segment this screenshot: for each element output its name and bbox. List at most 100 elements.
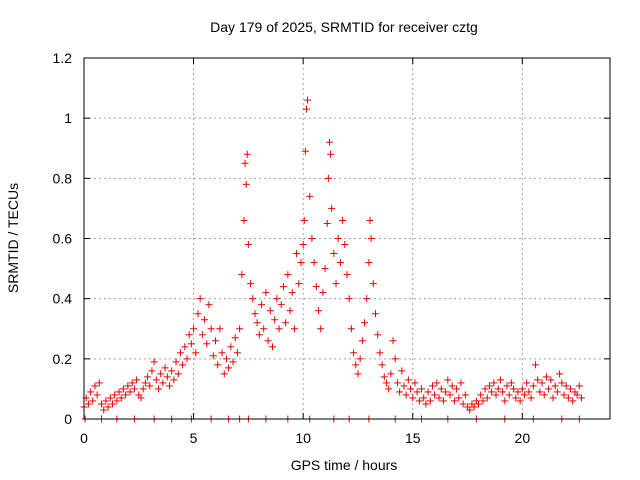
data-point [558, 379, 566, 387]
data-point [531, 361, 539, 369]
data-point [521, 391, 529, 399]
data-point [183, 355, 191, 363]
data-point [207, 325, 215, 333]
data-point [505, 391, 513, 399]
data-point [216, 325, 224, 333]
data-point [442, 388, 450, 396]
data-point [262, 289, 270, 297]
data-point [91, 382, 99, 390]
data-point [168, 367, 176, 375]
data-point [222, 355, 230, 363]
x-tick-label: 5 [190, 430, 198, 446]
data-point [428, 382, 436, 390]
data-point [209, 352, 217, 360]
data-point [227, 343, 235, 351]
axis-ticks: 0 5 10 15 20 0 0.2 0.4 0.6 0.8 1 1.2 [53, 50, 610, 446]
data-point [485, 382, 493, 390]
data-point [253, 319, 261, 327]
data-point [194, 310, 202, 318]
data-point [214, 361, 222, 369]
data-point [161, 364, 169, 372]
data-point [293, 250, 301, 258]
data-point [490, 379, 498, 387]
data-point [150, 358, 158, 366]
data-point [170, 376, 178, 384]
y-tick-label: 0.8 [53, 170, 73, 186]
data-point [529, 382, 537, 390]
data-point [201, 316, 209, 324]
data-point [163, 373, 171, 381]
data-point [108, 400, 116, 408]
data-point [534, 376, 542, 384]
data-point [347, 325, 355, 333]
data-point [275, 325, 283, 333]
data-point [549, 394, 557, 402]
data-point [89, 397, 97, 405]
data-point [104, 403, 112, 411]
data-point [527, 394, 535, 402]
data-point [244, 241, 252, 249]
data-point [277, 301, 285, 309]
data-point [461, 391, 469, 399]
data-point [404, 376, 412, 384]
data-point [382, 379, 390, 387]
data-point [128, 379, 136, 387]
data-point [192, 349, 200, 357]
data-point [87, 388, 95, 396]
data-point [343, 271, 351, 279]
y-axis-label: SRMTID / TECUs [5, 183, 21, 293]
data-point [141, 379, 149, 387]
data-point [475, 400, 482, 408]
data-point [334, 235, 342, 242]
data-point [380, 373, 388, 381]
data-point [393, 379, 401, 387]
data-point [115, 388, 123, 396]
data-point [569, 397, 577, 405]
data-point [130, 385, 138, 393]
grid-lines [84, 58, 610, 419]
data-point [389, 337, 397, 345]
data-point [98, 400, 106, 408]
data-point [187, 340, 195, 348]
data-point [371, 310, 379, 318]
x-tick-label: 10 [295, 430, 311, 446]
data-point [301, 147, 309, 155]
data-point [426, 397, 434, 405]
data-point [174, 370, 182, 378]
data-point [409, 394, 417, 402]
data-point [126, 388, 134, 396]
y-tick-label: 0 [64, 411, 72, 427]
data-point [573, 391, 581, 399]
data-point [264, 337, 272, 345]
data-point [407, 385, 415, 393]
data-point [284, 271, 292, 279]
data-point [352, 361, 360, 369]
data-point [556, 370, 564, 378]
data-point [512, 394, 520, 402]
data-point [137, 394, 145, 402]
data-point [181, 343, 189, 351]
data-point [155, 385, 163, 393]
data-point [317, 325, 325, 333]
data-point [466, 406, 474, 414]
data-point [503, 382, 511, 390]
data-point [422, 400, 430, 408]
data-point [233, 349, 241, 357]
data-point [236, 325, 244, 333]
data-point [299, 241, 307, 249]
data-point [251, 310, 259, 318]
data-point [479, 397, 487, 405]
data-point [459, 400, 467, 408]
data-point [247, 280, 255, 288]
data-point [507, 379, 515, 387]
data-point [185, 331, 193, 339]
data-point [102, 397, 110, 405]
data-points [80, 96, 586, 423]
data-point [286, 307, 294, 315]
data-point [249, 295, 257, 303]
data-point [302, 105, 310, 113]
data-point [446, 391, 454, 399]
data-point [273, 295, 281, 303]
data-point [242, 180, 250, 188]
